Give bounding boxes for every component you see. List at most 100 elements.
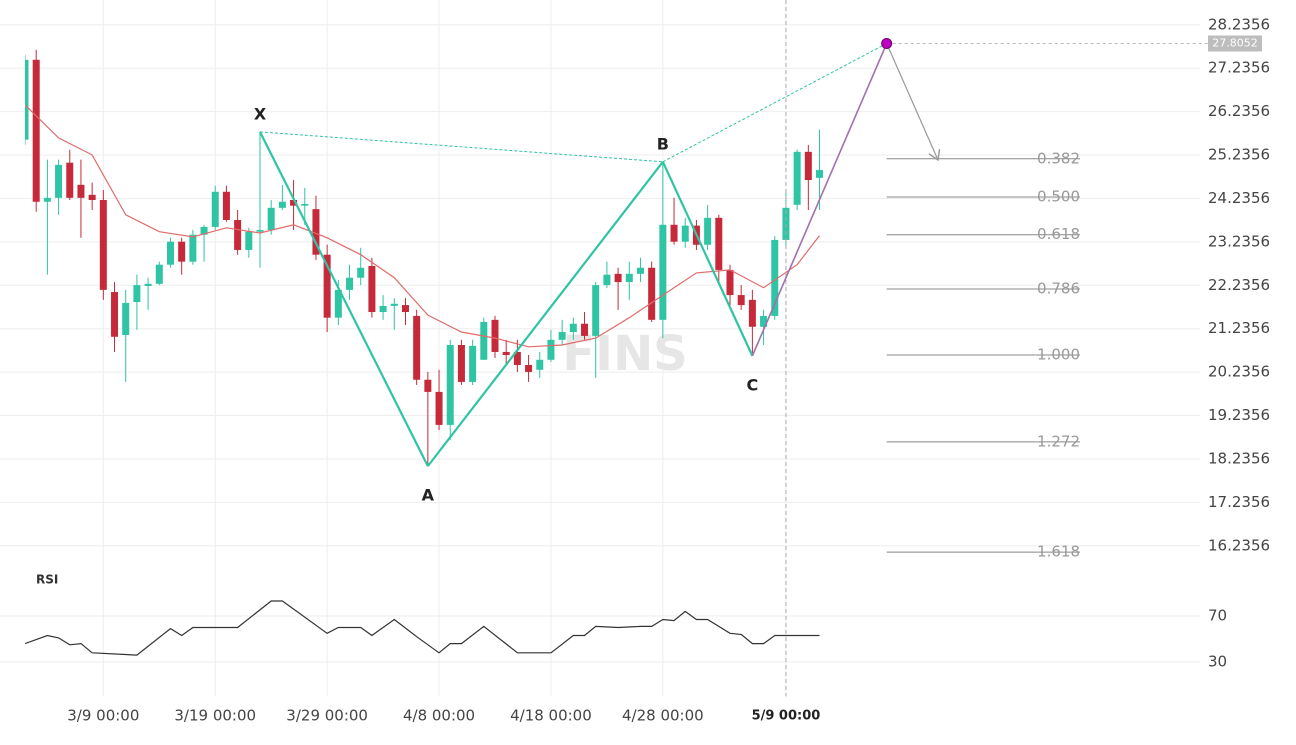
candle-body: [659, 224, 667, 320]
candle-body: [211, 191, 219, 227]
pattern-label: B: [657, 134, 669, 153]
candle-body: [256, 229, 264, 232]
y-tick-label: 17.2356: [1208, 493, 1270, 511]
candle-body: [178, 241, 186, 262]
candle-body: [368, 266, 376, 313]
candle-body: [267, 207, 275, 230]
rsi-title: RSI: [36, 573, 58, 587]
candle-body: [200, 226, 208, 235]
pattern-point: [881, 38, 893, 50]
candle-body: [32, 59, 40, 202]
pattern-leg: [259, 131, 429, 467]
candle-body: [726, 269, 734, 296]
y-tick-label: 28.2356: [1208, 15, 1270, 33]
pattern-label: A: [422, 486, 435, 505]
y-tick-label: 20.2356: [1208, 363, 1270, 381]
candle-body: [133, 285, 141, 303]
candle-body: [446, 345, 454, 425]
price-tag: [1208, 35, 1262, 52]
overlay: 28.2356 27.2356 26.2356 25.2356 24.2356 23.23…: [67, 0, 1270, 725]
candle-body: [290, 200, 298, 206]
candle-body: [122, 302, 130, 336]
candle-body: [771, 239, 779, 316]
rsi-line: [25, 600, 820, 656]
candle-body: [525, 364, 533, 372]
candle-body: [648, 267, 656, 320]
fib-label: 0.618: [1037, 225, 1080, 243]
candle-body: [25, 59, 29, 140]
x-tick-label: 5/9 00:00: [752, 709, 821, 724]
candle-body: [636, 267, 644, 274]
candle-body: [278, 201, 286, 208]
candle-body: [166, 241, 174, 265]
y-tick-label: 27.2356: [1208, 59, 1270, 77]
candle-body: [77, 184, 85, 198]
candle-body: [43, 197, 51, 202]
candle-body: [357, 267, 365, 278]
candle-body: [592, 285, 600, 336]
candle-body: [312, 209, 320, 255]
candle-body: [222, 191, 230, 220]
x-tick-label: 3/29 00:00: [286, 707, 368, 725]
candle-body: [737, 295, 745, 306]
candle-body: [424, 379, 432, 392]
candle-body: [413, 315, 421, 380]
candle-body: [189, 234, 197, 262]
x-tick-label: 4/8 00:00: [403, 707, 475, 725]
price-tag-label: 27.8052: [1212, 37, 1258, 50]
candle-body: [323, 254, 331, 318]
candle-body: [704, 217, 712, 245]
candle-body: [491, 319, 499, 352]
y-tick-label: 25.2356: [1208, 146, 1270, 164]
candle-body: [457, 345, 465, 382]
y-tick-label: 19.2356: [1208, 406, 1270, 424]
candle-body: [379, 305, 387, 313]
candle-body: [55, 164, 63, 198]
candle-body: [334, 289, 342, 318]
pattern-leg: [259, 131, 663, 163]
candle-body: [558, 331, 566, 340]
candle-body: [88, 194, 96, 201]
candle-body: [66, 162, 74, 198]
pattern-leg: [662, 43, 887, 163]
candle-body: [748, 299, 756, 327]
y-tick-label: 23.2356: [1208, 232, 1270, 250]
y-tick-label: 21.2356: [1208, 319, 1270, 337]
fib-label: 0.500: [1037, 187, 1080, 205]
candle-body: [782, 207, 790, 240]
x-tick-label: 4/18 00:00: [510, 707, 592, 725]
candle-body: [816, 170, 824, 178]
projection-arrow: [886, 43, 938, 160]
fib-label: 1.618: [1037, 543, 1080, 561]
x-tick-label: 4/28 00:00: [622, 707, 704, 725]
pattern-leg: [426, 161, 664, 467]
candle-body: [670, 224, 678, 242]
candle-body: [480, 322, 488, 360]
pattern-label: X: [254, 104, 267, 123]
rsi-tick-label: 30: [1208, 653, 1227, 671]
candle-body: [401, 305, 409, 313]
candle-body: [760, 315, 768, 327]
candle-body: [469, 345, 477, 382]
candle-body: [234, 219, 242, 250]
y-tick-label: 18.2356: [1208, 449, 1270, 467]
candle-body: [513, 351, 521, 365]
candle-body: [603, 274, 611, 286]
candle-body: [547, 339, 555, 360]
fib-label: 0.786: [1037, 280, 1080, 298]
candle-body: [111, 292, 119, 337]
rsi-tick-label: 70: [1208, 607, 1227, 625]
grid: [0, 0, 1200, 697]
fib-label: 1.000: [1037, 345, 1080, 363]
candle-body: [245, 231, 253, 250]
candle-body: [435, 391, 443, 425]
candle-body: [614, 273, 622, 283]
pattern-leg: [661, 161, 754, 357]
candle-body: [681, 225, 689, 242]
y-tick-label: 16.2356: [1208, 536, 1270, 554]
candle-body: [155, 264, 163, 284]
y-tick-label: 26.2356: [1208, 102, 1270, 120]
candle-body: [301, 203, 309, 206]
candle-body: [793, 151, 801, 205]
